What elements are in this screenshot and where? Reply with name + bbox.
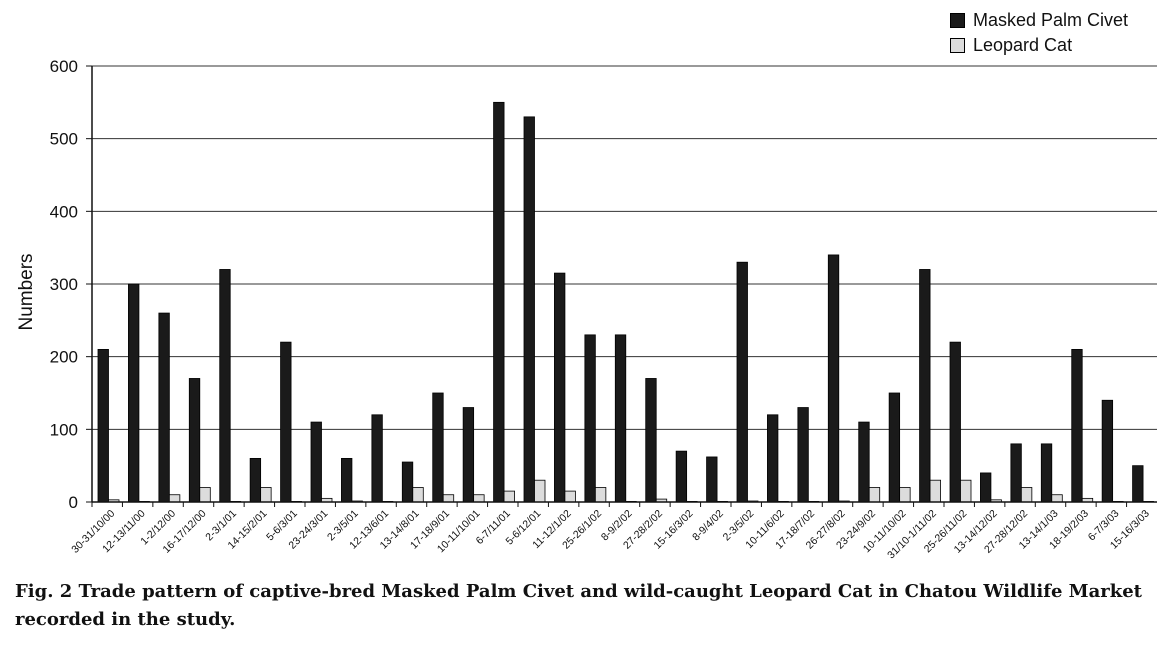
bar-masked-palm-civet — [219, 269, 231, 503]
bars — [97, 101, 1154, 503]
bar-masked-palm-civet — [280, 341, 292, 503]
bar-leopard-cat — [868, 487, 881, 503]
bar-masked-palm-civet — [188, 378, 201, 503]
bar-masked-palm-civet — [310, 421, 322, 503]
x-tick-label: 8-9/4/02 — [690, 508, 726, 544]
bar-masked-palm-civet — [1132, 465, 1144, 503]
bar-masked-palm-civet — [249, 457, 262, 503]
legend: Masked Palm Civet Leopard Cat — [950, 8, 1128, 58]
bar-masked-palm-civet — [341, 457, 353, 503]
bar-masked-palm-civet — [1040, 443, 1053, 503]
bar-masked-palm-civet — [128, 283, 140, 503]
legend-label-leopard-cat: Leopard Cat — [973, 35, 1073, 55]
bar-masked-palm-civet — [158, 312, 170, 503]
legend-entry-leopard-cat: Leopard Cat — [950, 33, 1128, 58]
axes — [86, 65, 1157, 507]
bar-masked-palm-civet — [767, 414, 779, 503]
bar-masked-palm-civet — [432, 392, 444, 503]
bar-masked-palm-civet — [949, 341, 961, 503]
bar-masked-palm-civet — [888, 392, 901, 503]
bar-leopard-cat — [473, 494, 485, 503]
y-axis-label: Numbers — [16, 253, 37, 330]
y-tick-label: 0 — [69, 493, 78, 512]
y-tick-label: 500 — [50, 130, 78, 149]
bar-leopard-cat — [168, 494, 181, 503]
y-tick-label: 600 — [50, 57, 78, 76]
bar-masked-palm-civet — [827, 254, 840, 503]
bar-masked-palm-civet — [797, 407, 809, 503]
legend-entry-masked-palm-civet: Masked Palm Civet — [950, 8, 1128, 33]
bar-masked-palm-civet — [371, 414, 383, 503]
chart: 0 100 200 300 400 500 600 30-31/10/00 12-13/11/0… — [16, 8, 1157, 561]
bar-leopard-cat — [1051, 494, 1063, 503]
legend-label-masked-palm-civet: Masked Palm Civet — [973, 10, 1129, 30]
gridlines — [92, 65, 1157, 430]
bar-masked-palm-civet — [614, 334, 627, 503]
bar-masked-palm-civet — [1010, 443, 1022, 503]
bar-chart: 010020030040050060030-31/10/0012-13/11/0… — [16, 57, 1157, 561]
bar-masked-palm-civet — [401, 461, 414, 503]
y-tick-label: 200 — [50, 348, 78, 367]
bar-masked-palm-civet — [523, 116, 535, 503]
bar-masked-palm-civet — [919, 269, 931, 503]
bar-masked-palm-civet — [584, 334, 596, 503]
bar-masked-palm-civet — [1071, 348, 1083, 503]
bar-leopard-cat — [929, 479, 941, 503]
bar-leopard-cat — [534, 479, 546, 503]
y-tick-label: 100 — [50, 420, 78, 439]
bar-masked-palm-civet — [675, 450, 688, 503]
bar-leopard-cat — [442, 494, 455, 503]
y-tick-label: 400 — [50, 202, 78, 221]
bar-masked-palm-civet — [462, 407, 475, 503]
bar-leopard-cat — [1020, 487, 1033, 503]
bar-masked-palm-civet — [1101, 399, 1114, 503]
bar-leopard-cat — [503, 490, 515, 503]
bar-masked-palm-civet — [493, 101, 505, 503]
bar-masked-palm-civet — [645, 378, 657, 503]
bar-leopard-cat — [960, 479, 972, 503]
bar-leopard-cat — [899, 487, 911, 503]
legend-swatch-masked-palm-civet — [950, 13, 965, 28]
legend-swatch-leopard-cat — [950, 38, 965, 53]
figure-caption: Fig. 2 Trade pattern of captive-bred Mas… — [15, 581, 1142, 630]
bar-leopard-cat — [199, 487, 211, 503]
bar-leopard-cat — [260, 487, 272, 503]
bar-masked-palm-civet — [554, 272, 566, 503]
bar-masked-palm-civet — [980, 472, 992, 503]
y-tick-label: 300 — [50, 275, 78, 294]
bar-leopard-cat — [412, 487, 424, 503]
bar-masked-palm-civet — [706, 456, 718, 503]
bar-masked-palm-civet — [736, 261, 748, 503]
bar-leopard-cat — [564, 490, 576, 503]
bar-masked-palm-civet — [97, 348, 109, 503]
bar-masked-palm-civet — [858, 421, 870, 503]
bar-leopard-cat — [594, 487, 607, 503]
